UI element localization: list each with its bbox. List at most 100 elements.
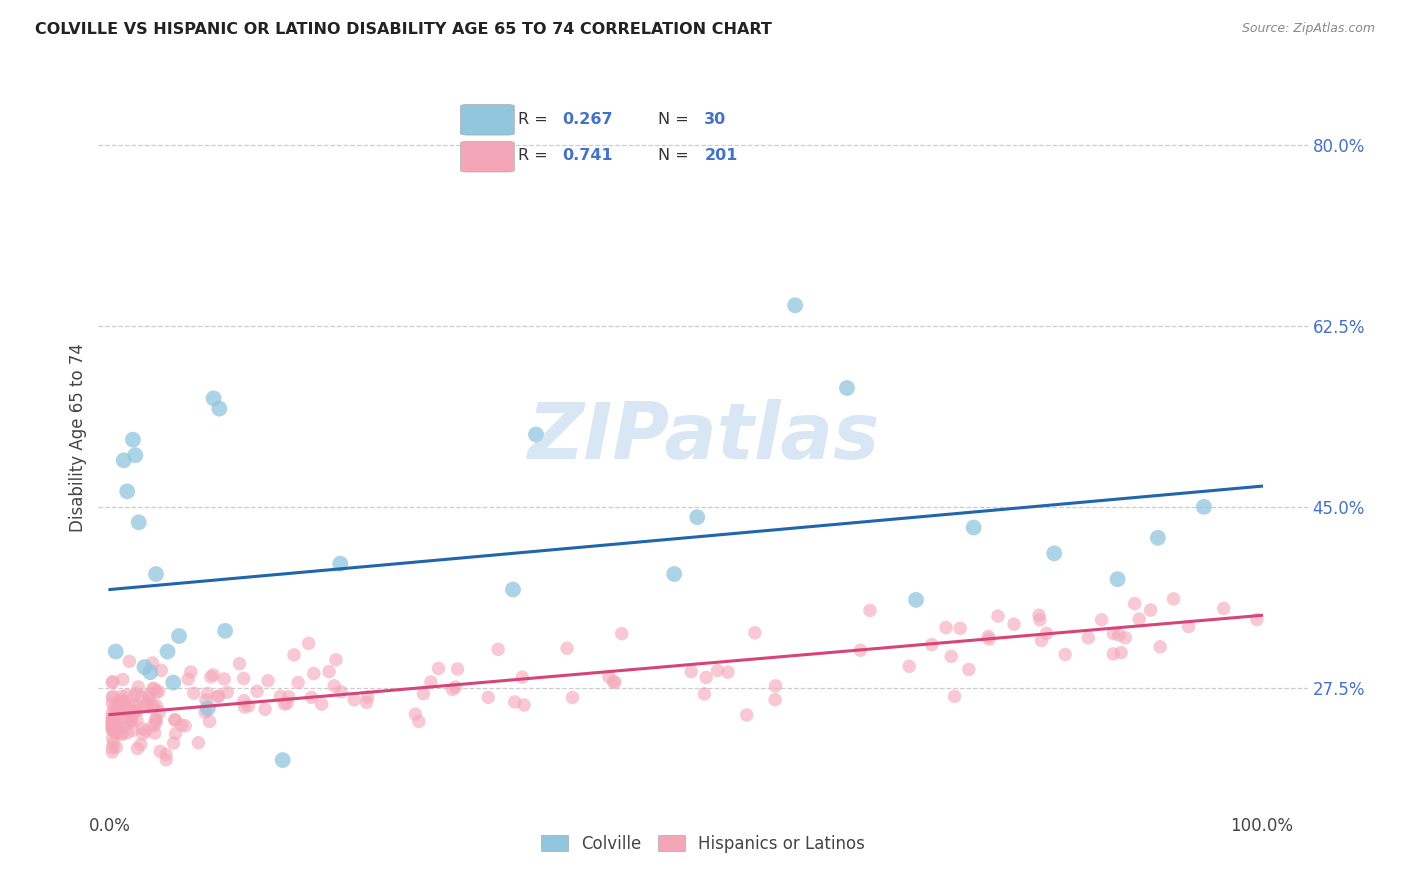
Text: N =: N = [658,112,693,128]
Point [297,636,319,650]
Point [104,704,127,718]
Point [441,682,464,697]
Point [104,723,127,738]
Point [202,668,225,682]
Point [1114,631,1136,645]
Point [107,723,129,737]
Text: 0.741: 0.741 [562,148,613,163]
Point [111,725,134,739]
Point [122,433,145,447]
Point [444,680,467,694]
Point [121,713,143,727]
Point [103,718,125,732]
Point [138,698,160,713]
Point [1029,613,1052,627]
Point [145,713,167,727]
Point [603,675,626,690]
Point [131,690,153,705]
Text: COLVILLE VS HISPANIC OR LATINO DISABILITY AGE 65 TO 74 CORRELATION CHART: COLVILLE VS HISPANIC OR LATINO DISABILIT… [35,22,772,37]
Point [962,520,984,534]
Point [183,686,205,700]
Point [143,681,166,696]
Point [101,714,124,729]
Point [979,632,1001,646]
Point [118,654,141,668]
Point [114,704,136,718]
Point [129,738,152,752]
Point [115,714,138,729]
Point [110,695,132,709]
Point [898,659,921,673]
Point [101,723,124,737]
Point [139,665,162,680]
Point [101,706,124,720]
Point [323,679,346,693]
Point [1031,633,1053,648]
Point [765,679,787,693]
Text: 0.267: 0.267 [562,112,613,128]
Point [356,690,378,704]
Point [287,675,309,690]
Point [148,705,170,719]
Point [118,706,141,720]
Point [1077,631,1099,645]
Point [150,664,173,678]
Point [101,740,124,755]
Point [208,689,231,703]
Point [1028,608,1050,623]
Point [124,703,146,717]
Point [134,660,156,674]
Point [101,689,124,703]
Point [273,697,295,711]
Text: R =: R = [517,148,553,163]
Point [957,662,980,676]
Point [107,709,129,723]
Point [170,718,193,732]
Point [101,723,124,737]
Point [1035,626,1057,640]
Point [107,726,129,740]
Point [127,680,149,694]
Point [735,708,758,723]
Point [111,727,134,741]
Point [502,582,524,597]
Point [131,722,153,736]
Point [197,701,219,715]
Point [103,700,125,714]
Point [1163,591,1185,606]
Point [1108,628,1130,642]
Point [101,675,124,690]
Point [101,690,124,705]
Point [706,664,728,678]
Point [1246,613,1268,627]
Point [610,626,633,640]
Point [254,702,277,716]
Point [1149,640,1171,654]
Point [105,740,128,755]
Point [214,624,236,638]
Point [104,725,127,739]
Point [177,672,200,686]
Point [145,685,167,699]
Point [124,698,146,712]
Point [330,685,353,699]
Point [427,661,450,675]
Point [125,713,148,727]
Text: R =: R = [517,112,553,128]
Point [124,706,146,720]
Point [107,699,129,714]
Point [1123,597,1146,611]
Point [111,673,134,687]
Point [114,698,136,713]
Point [101,697,124,711]
Point [128,516,150,530]
Point [125,686,148,700]
Point [717,665,740,680]
Point [977,630,1000,644]
Point [101,711,124,725]
Point [104,644,127,658]
Point [695,670,717,684]
Point [207,690,229,704]
Point [141,656,163,670]
Point [513,698,536,712]
